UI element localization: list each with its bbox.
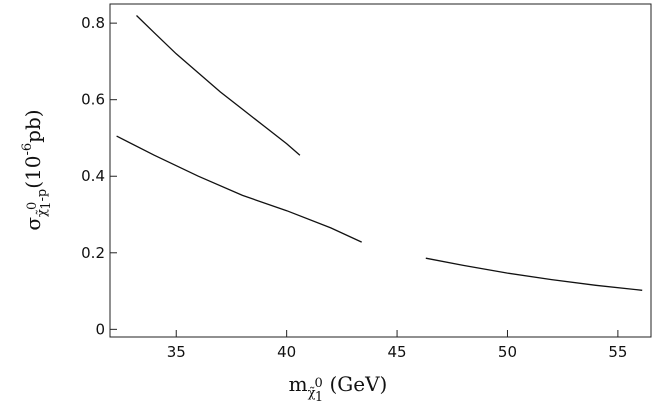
y-label-sub: χ̃ — [35, 209, 50, 217]
y-tick-label: 0.2 — [81, 244, 105, 262]
data-series — [116, 15, 643, 291]
y-axis-ticks: 0 0.2 0.4 0.6 0.8 — [81, 14, 117, 338]
x-tick-label: 55 — [608, 343, 627, 361]
y-label-subsub: 1 — [39, 201, 54, 209]
y-label-base: σ — [21, 217, 45, 231]
x-label-subsup: 0 — [315, 376, 323, 391]
series-line-1 — [136, 15, 301, 156]
x-axis-ticks: 35 40 45 50 55 — [167, 330, 627, 361]
x-label-base: m — [289, 372, 308, 396]
x-tick-label: 50 — [498, 343, 517, 361]
x-label-sub: χ̃ — [308, 386, 316, 401]
y-label-rest: (10 — [21, 156, 45, 189]
series-line-3 — [425, 257, 643, 291]
x-label-rest: (GeV) — [323, 372, 387, 396]
x-axis-label: mχ̃0 1 (GeV) — [289, 372, 388, 405]
x-label-subsub: 1 — [315, 390, 323, 405]
y-tick-label: 0.8 — [81, 14, 105, 32]
x-tick-label: 40 — [277, 343, 296, 361]
y-tick-label: 0.4 — [81, 167, 105, 185]
y-label-power: -6 — [20, 143, 35, 156]
y-label-unit: pb) — [21, 109, 45, 142]
series-line-2 — [116, 135, 362, 243]
x-tick-label: 45 — [388, 343, 407, 361]
y-tick-label: 0 — [95, 320, 105, 338]
plot-frame — [109, 3, 652, 338]
y-label-subrest: -p — [35, 189, 50, 202]
y-tick-label: 0.6 — [81, 91, 105, 109]
y-label-subsup: 0 — [25, 202, 40, 210]
y-axis-label: σχ̃01-p(10-6pb) — [20, 109, 54, 230]
x-tick-label: 35 — [167, 343, 186, 361]
